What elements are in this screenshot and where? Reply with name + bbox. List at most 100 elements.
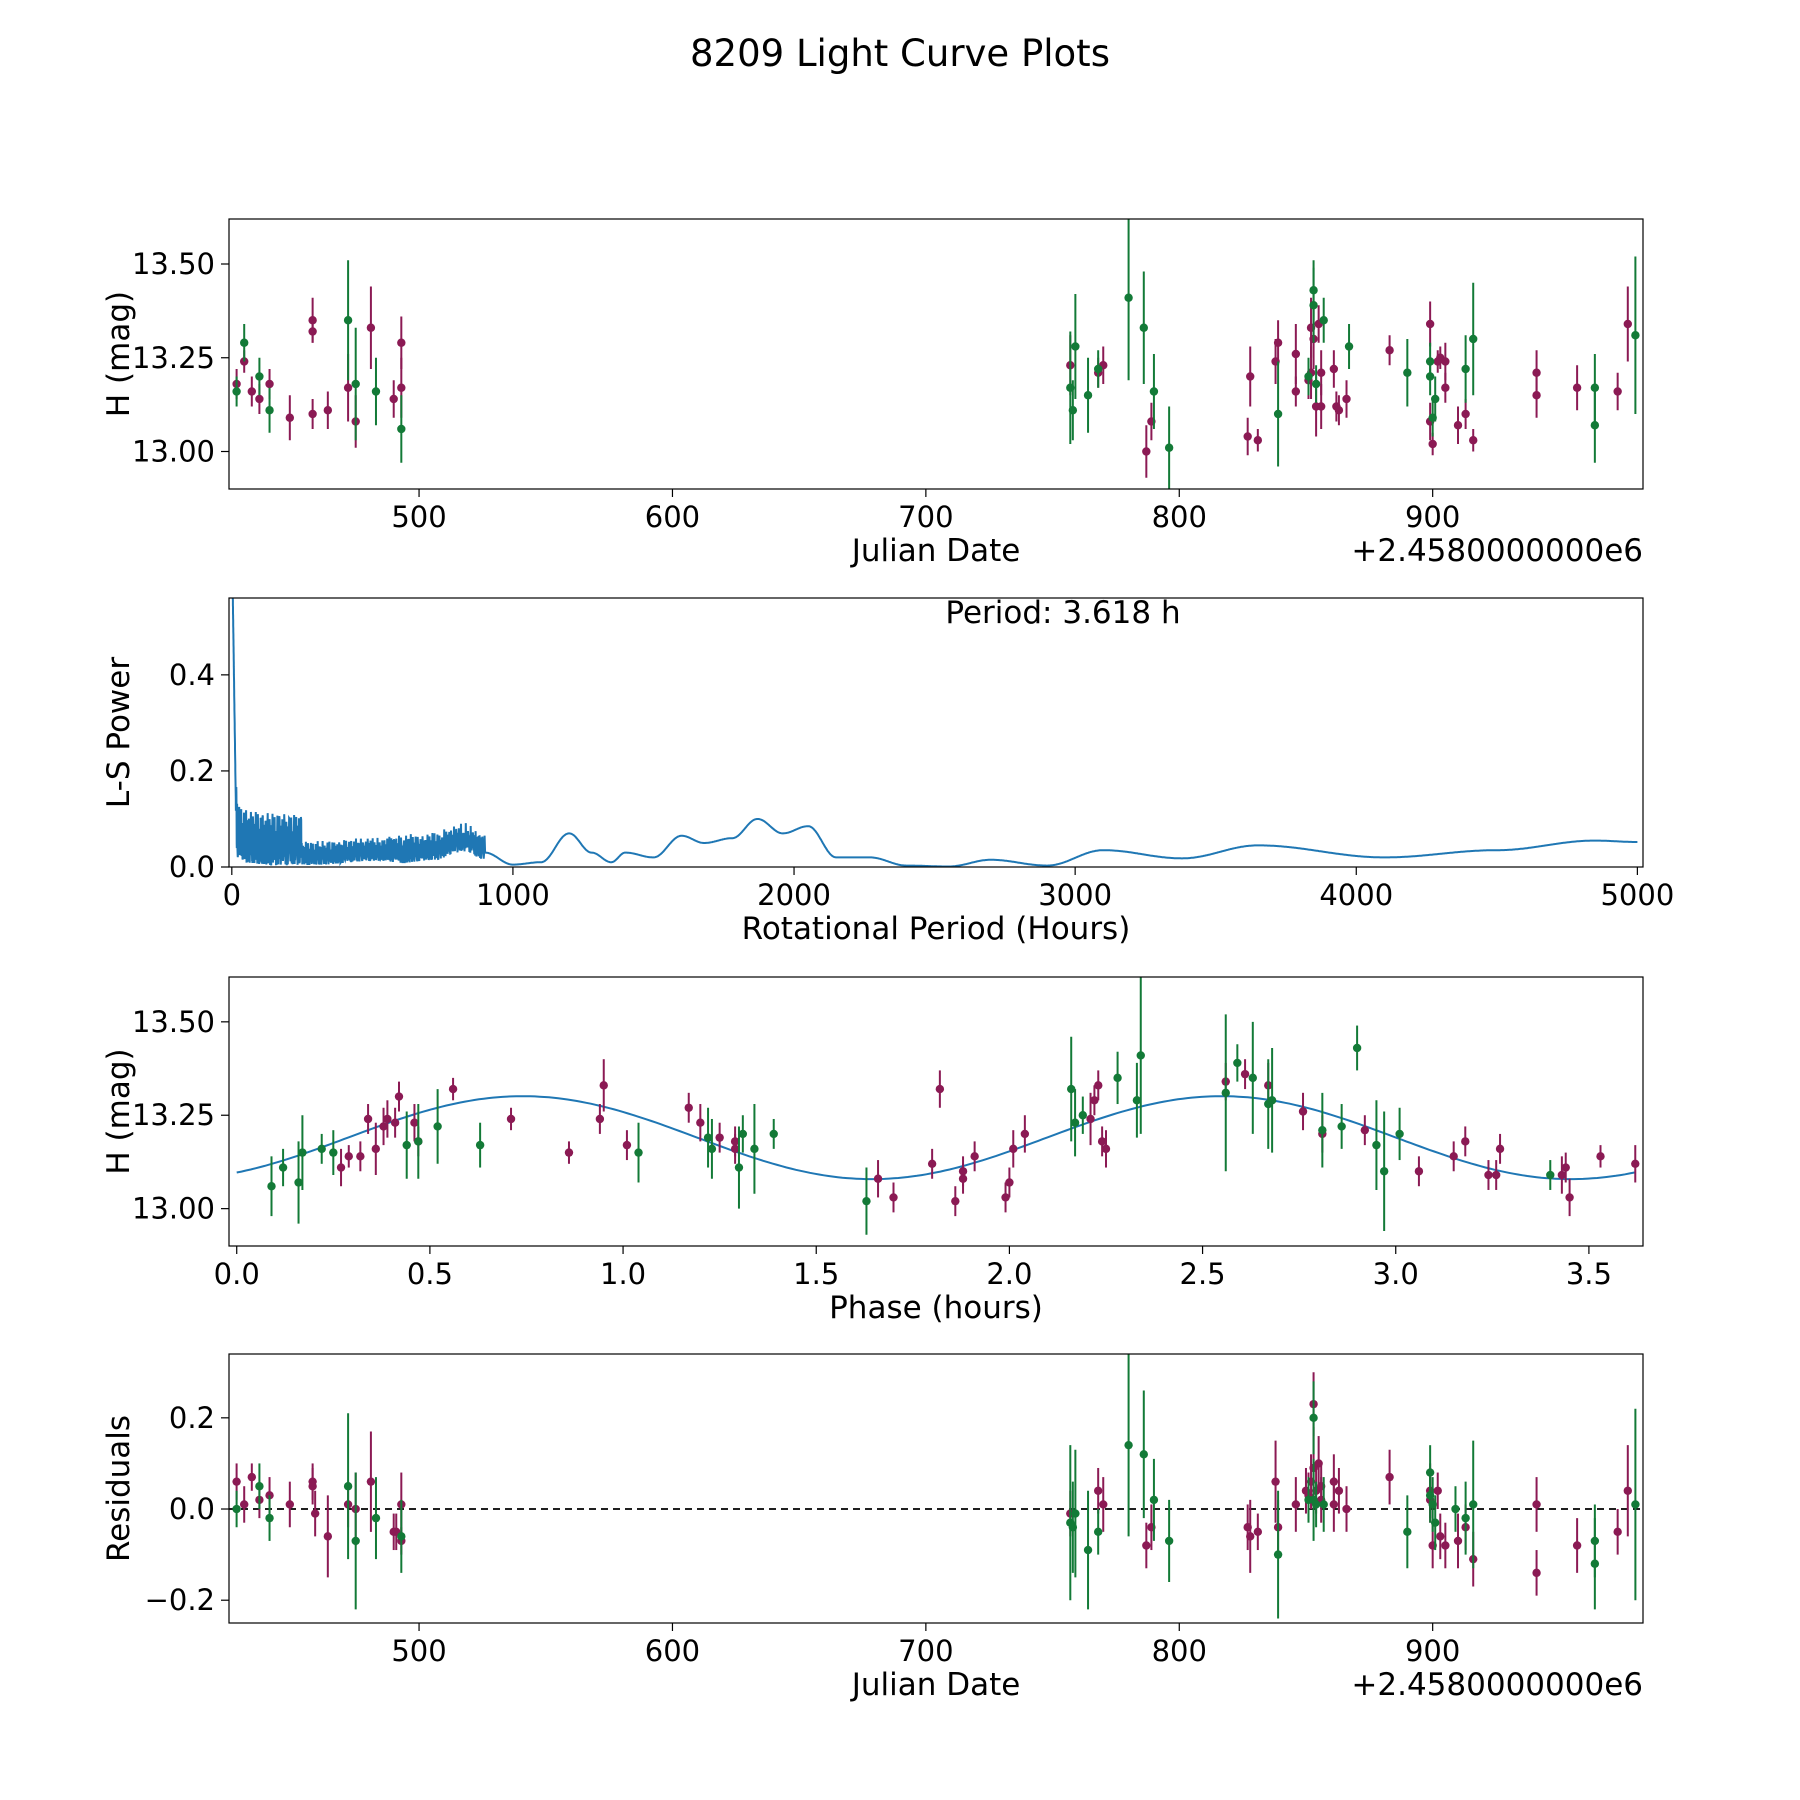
data-point <box>389 394 398 404</box>
x-tick-label: 5000 <box>1600 878 1674 912</box>
x-tick-label: 3000 <box>1038 878 1112 912</box>
data-point <box>1403 368 1412 377</box>
data-point <box>1318 1125 1327 1135</box>
panel-phase-folded: 0.0 0.5 1.0 1.5 2.0 2.5 3.0 3.5 13.00 13.25 13.50 P… <box>101 976 1644 1326</box>
data-point <box>1101 1144 1111 1154</box>
data-point <box>402 1140 411 1150</box>
y-tick-label: 0.2 <box>169 1401 215 1435</box>
x-tick-label: 700 <box>898 500 953 534</box>
data-point <box>889 1193 898 1202</box>
data-point <box>1441 357 1450 366</box>
data-point <box>1613 1527 1622 1537</box>
y-tick-label: 0.0 <box>169 1492 215 1526</box>
data-point <box>1068 406 1078 415</box>
plot-area <box>236 977 1640 1235</box>
data-point <box>390 1118 400 1127</box>
data-point <box>1623 1486 1632 1495</box>
y-tick-label: 13.25 <box>132 1098 215 1132</box>
x-tick-label: 600 <box>645 1634 700 1668</box>
y-axis-label: H (mag) <box>101 291 137 417</box>
panel-light-curve: 500 600 700 800 900 13.00 13.25 13.50 Julian Dat… <box>101 218 1644 569</box>
data-point <box>564 1148 574 1157</box>
data-point <box>1132 1096 1142 1105</box>
series-band1 <box>232 1372 1632 1596</box>
data-point <box>240 1500 249 1509</box>
data-point <box>1090 1096 1099 1105</box>
data-point <box>1379 1167 1389 1176</box>
data-point <box>394 1092 404 1101</box>
data-point <box>475 1140 485 1150</box>
plot-area <box>232 219 1640 489</box>
series-band2 <box>267 977 1555 1235</box>
data-point <box>1083 1545 1093 1555</box>
data-point <box>1291 387 1301 396</box>
data-point <box>1461 1137 1470 1146</box>
data-point <box>1469 436 1478 445</box>
data-point <box>397 338 406 347</box>
y-tick-label: 13.50 <box>132 1005 215 1039</box>
data-point <box>344 1152 353 1161</box>
data-point <box>265 379 274 389</box>
data-point <box>951 1196 960 1206</box>
data-point <box>703 1133 713 1142</box>
data-point <box>356 1152 365 1161</box>
data-point <box>1316 402 1326 411</box>
data-point <box>1572 1541 1582 1550</box>
data-point <box>410 1118 419 1127</box>
data-point <box>1071 342 1080 351</box>
data-point <box>684 1103 693 1112</box>
x-tick-label: 1.0 <box>600 1257 646 1291</box>
data-point <box>1124 293 1133 302</box>
data-point <box>1436 1532 1445 1541</box>
x-tick-label: 500 <box>391 500 446 534</box>
data-point <box>1093 1486 1103 1495</box>
data-point <box>308 409 317 419</box>
data-point <box>1009 1144 1018 1154</box>
data-point <box>1273 1550 1283 1559</box>
data-point <box>1329 1500 1339 1509</box>
data-point <box>1020 1129 1030 1139</box>
data-point <box>343 383 353 392</box>
data-point <box>1342 1504 1351 1514</box>
data-point <box>1164 443 1174 452</box>
data-point <box>1319 1500 1328 1509</box>
data-point <box>1233 1058 1242 1068</box>
data-point <box>1385 1472 1394 1482</box>
data-point <box>1136 1051 1145 1060</box>
x-axis-label: Julian Date <box>850 1667 1021 1703</box>
data-point <box>1631 1159 1640 1169</box>
data-point <box>1469 334 1478 344</box>
data-point <box>1561 1163 1570 1172</box>
data-point <box>1441 1541 1450 1550</box>
data-point <box>1425 372 1435 381</box>
data-point <box>1164 1536 1174 1546</box>
data-point <box>1441 383 1450 392</box>
data-point <box>255 1482 264 1491</box>
data-point <box>265 406 274 415</box>
data-point <box>506 1114 516 1124</box>
x-tick-label: 2.5 <box>1180 1257 1226 1291</box>
data-point <box>1546 1170 1555 1180</box>
data-point <box>1329 364 1339 374</box>
data-point <box>1142 447 1151 456</box>
data-point <box>1342 394 1351 404</box>
data-point <box>1613 387 1622 396</box>
data-point <box>935 1084 945 1094</box>
data-point <box>285 413 295 422</box>
x-tick-label: 1000 <box>476 878 550 912</box>
data-point <box>696 1118 705 1127</box>
data-point <box>379 1122 388 1131</box>
series-band2 <box>232 1354 1640 1619</box>
data-point <box>1623 319 1632 329</box>
data-point <box>1142 1541 1151 1550</box>
data-point <box>1631 331 1640 340</box>
data-point <box>1428 439 1437 449</box>
data-point <box>1337 1122 1346 1131</box>
period-annotation: Period: 3.618 h <box>945 595 1180 631</box>
data-point <box>1495 1144 1505 1154</box>
x-axis-label: Julian Date <box>850 533 1021 569</box>
x-tick-label: 900 <box>1405 500 1460 534</box>
data-point <box>622 1140 632 1150</box>
data-point <box>397 1532 406 1541</box>
